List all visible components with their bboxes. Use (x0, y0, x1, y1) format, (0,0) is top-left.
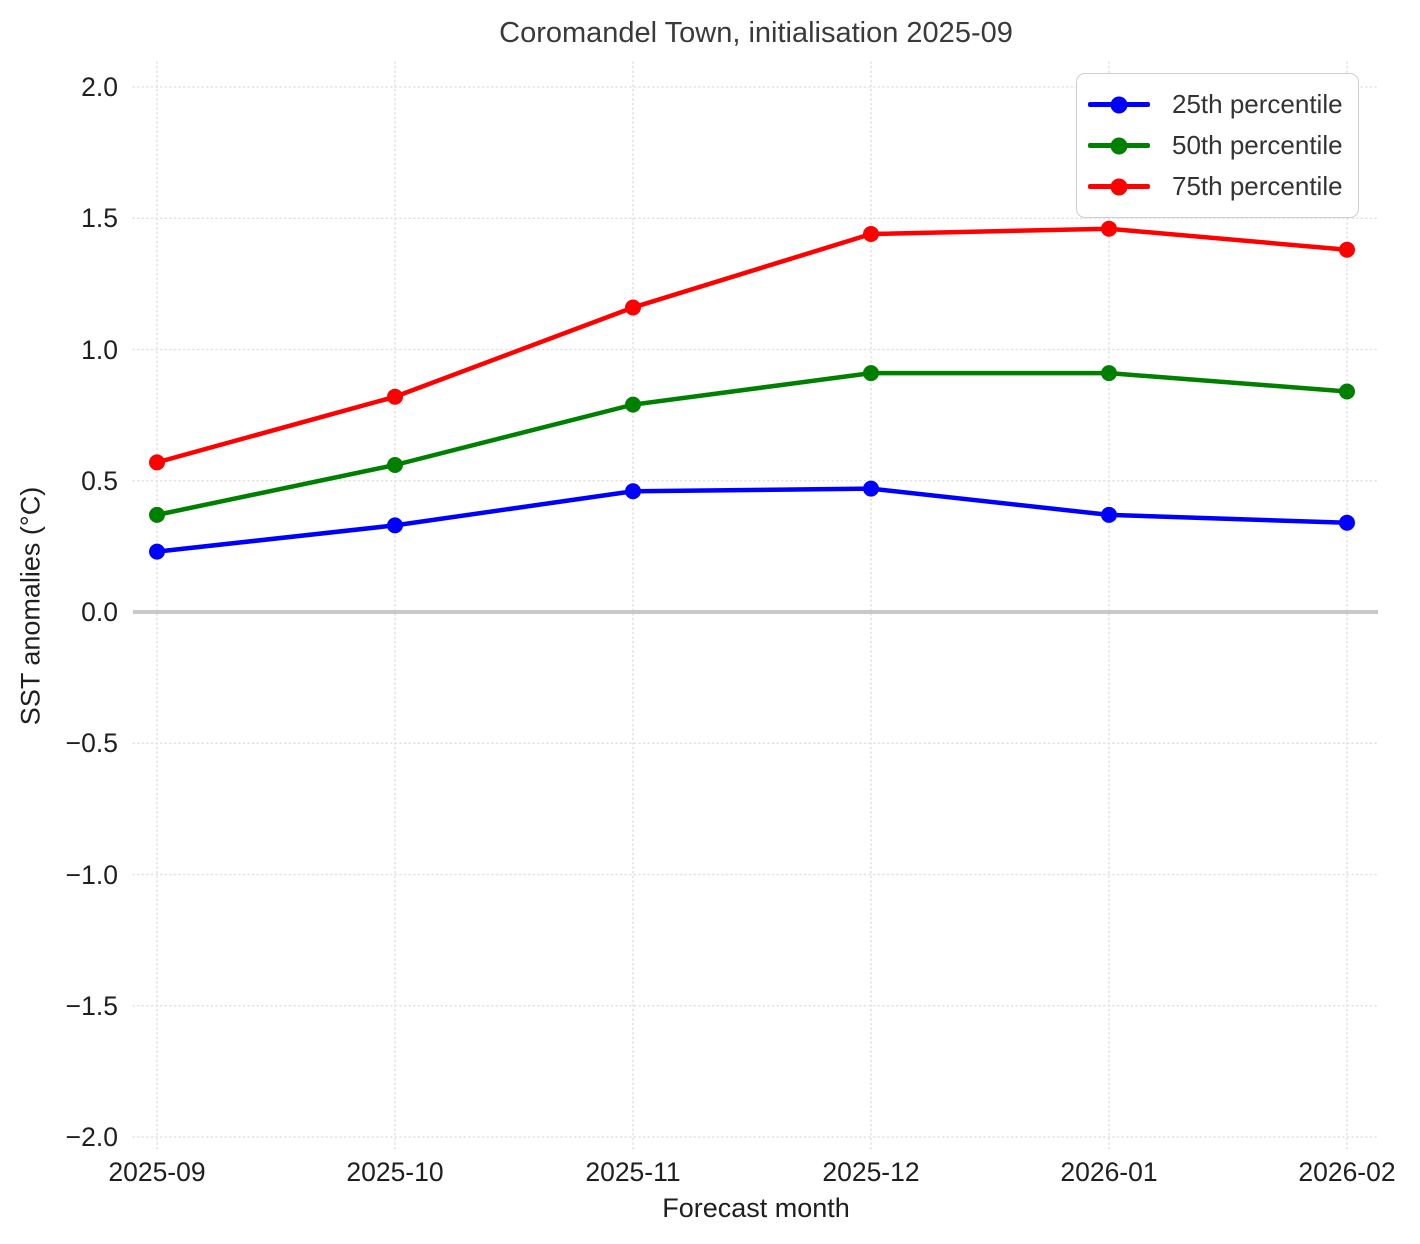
legend-line-sample (1088, 137, 1150, 154)
legend-item-25th-percentile: 25th percentile (1088, 84, 1348, 125)
legend-item-50th-percentile: 50th percentile (1088, 125, 1348, 166)
data-point (149, 506, 165, 523)
data-point (387, 517, 403, 534)
y-tick-label: −0.5 (65, 728, 118, 759)
legend-marker-icon (1110, 178, 1128, 195)
data-point (625, 483, 641, 500)
series-75th-percentile (149, 220, 1355, 471)
data-point (1339, 514, 1355, 531)
series-50th-percentile (149, 365, 1355, 523)
data-point (625, 299, 641, 316)
data-point (863, 480, 879, 497)
legend-marker-icon (1110, 96, 1128, 113)
data-point (1101, 220, 1117, 237)
legend-item-75th-percentile: 75th percentile (1088, 166, 1348, 207)
data-point (863, 226, 879, 242)
chart-title: Coromandel Town, initialisation 2025-09 (499, 17, 1013, 49)
y-tick-label: 1.0 (81, 334, 118, 365)
gridlines (132, 61, 1379, 1151)
x-axis-label: Forecast month (662, 1193, 850, 1223)
x-tick-label: 2026-01 (1060, 1157, 1158, 1187)
y-tick-label: 2.0 (81, 72, 118, 102)
y-tick-label: 0.5 (81, 465, 118, 496)
data-point (1339, 383, 1355, 400)
series-line (154, 486, 1350, 554)
y-tick-label: 1.5 (81, 203, 118, 234)
y-tick-label: 0.0 (81, 597, 118, 627)
legend-line-sample (1088, 96, 1150, 113)
x-tick-label: 2025-09 (108, 1157, 206, 1187)
x-tick-label: 2025-12 (822, 1157, 920, 1187)
data-point (149, 543, 165, 560)
data-point (1339, 241, 1355, 258)
x-tick-label: 2025-11 (585, 1157, 681, 1187)
series-25th-percentile (149, 480, 1355, 560)
legend: 25th percentile 50th percentile 75th perce… (1076, 73, 1359, 218)
data-point (149, 454, 165, 471)
data-point (387, 388, 403, 405)
legend-label: 25th percentile (1172, 89, 1343, 119)
data-point (1101, 365, 1117, 382)
legend-label: 50th percentile (1172, 130, 1343, 160)
legend-line-sample (1088, 178, 1150, 195)
x-tick-label: 2025-10 (346, 1157, 444, 1187)
data-point (1101, 506, 1117, 523)
y-tick-label: −1.0 (65, 859, 118, 890)
legend-label: 75th percentile (1172, 171, 1343, 201)
data-point (625, 396, 641, 413)
data-point (387, 457, 403, 473)
y-tick-label: −2.0 (65, 1122, 118, 1152)
legend-marker-icon (1110, 137, 1128, 154)
y-tick-label: −1.5 (65, 990, 118, 1021)
data-point (863, 365, 879, 382)
series-line (154, 370, 1350, 518)
series-line (154, 226, 1350, 465)
x-tick-label: 2026-02 (1298, 1157, 1396, 1187)
y-axis-label: SST anomalies (°C) (15, 486, 46, 726)
